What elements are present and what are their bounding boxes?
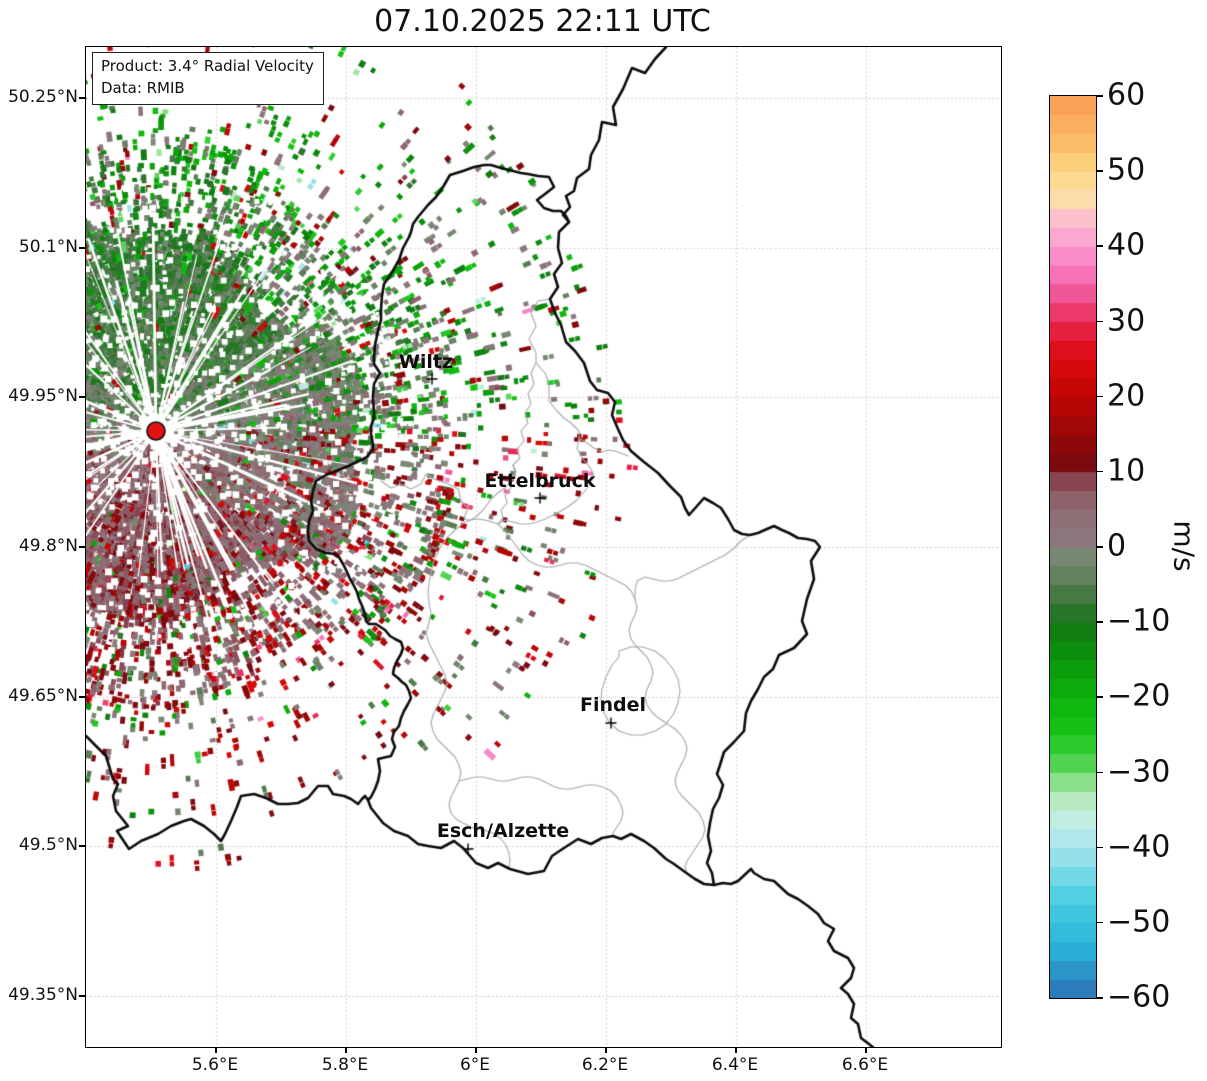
figure-title: 07.10.2025 22:11 UTC [374, 4, 711, 39]
y-axis-tick-mark [79, 696, 85, 698]
product-line: Product: 3.4° Radial Velocity [101, 57, 314, 75]
city-label-esch-alzette: Esch/Alzette [436, 820, 570, 842]
colorbar-tick-label: 30 [1107, 303, 1146, 338]
colorbar-tick-label: 60 [1107, 77, 1146, 113]
city-label-findel: Findel [579, 694, 647, 716]
y-axis-tick-label: 49.5°N [18, 835, 78, 855]
y-axis-tick-label: 49.35°N [8, 985, 78, 1005]
colorbar-canvas [1050, 96, 1096, 998]
x-axis-tick-label: 5.6°E [191, 1055, 239, 1075]
colorbar-tick-label: −60 [1107, 979, 1171, 1015]
colorbar-tick-mark [1096, 846, 1103, 849]
x-axis-tick-label: 6.6°E [841, 1055, 889, 1075]
x-axis-tick-mark [215, 1047, 217, 1053]
y-axis-tick-mark [79, 396, 85, 398]
y-axis-tick-mark [79, 247, 85, 249]
colorbar-tick-mark [1096, 546, 1103, 548]
y-axis-tick-label: 49.95°N [8, 386, 78, 406]
y-axis-tick-mark [79, 845, 85, 847]
product-info-box: Product: 3.4° Radial Velocity Data: RMIB [92, 52, 324, 105]
colorbar-tick-mark [1096, 170, 1103, 172]
y-axis-tick-label: 49.65°N [8, 686, 78, 706]
colorbar-tick-mark [1096, 395, 1103, 398]
map-canvas [86, 47, 1001, 1047]
colorbar-tick-mark [1096, 921, 1103, 924]
x-axis-tick-mark [865, 1047, 867, 1053]
y-axis-tick-label: 50.25°N [8, 87, 78, 107]
colorbar-tick-label: −40 [1107, 829, 1171, 865]
y-axis-tick-label: 49.8°N [18, 536, 78, 556]
colorbar-unit-label: m/s [1167, 520, 1201, 572]
x-axis-tick-label: 6.2°E [581, 1055, 629, 1075]
colorbar-tick-mark [1096, 696, 1103, 698]
colorbar-tick-label: −30 [1107, 754, 1171, 789]
colorbar-tick-label: 20 [1107, 378, 1146, 414]
colorbar-tick-label: −50 [1107, 904, 1171, 940]
city-label-wiltz: Wiltz [398, 351, 454, 373]
colorbar-tick-mark [1096, 997, 1103, 999]
colorbar-tick-label: 0 [1107, 528, 1127, 564]
colorbar-tick-mark [1096, 621, 1103, 623]
x-axis-tick-label: 5.8°E [321, 1055, 369, 1075]
city-label-ettelbruck: Ettelbruck [484, 470, 596, 492]
colorbar-tick-label: −10 [1107, 603, 1171, 639]
x-axis-tick-mark [345, 1047, 347, 1053]
x-axis-tick-mark [605, 1047, 607, 1053]
colorbar-tick-mark [1096, 245, 1103, 247]
colorbar-tick-mark [1096, 470, 1103, 473]
colorbar-tick-label: 50 [1107, 152, 1146, 188]
colorbar-tick-label: 40 [1107, 227, 1146, 263]
x-axis-tick-label: 6°E [459, 1055, 491, 1075]
colorbar-tick-mark [1096, 95, 1103, 97]
colorbar-tick-mark [1096, 320, 1103, 322]
colorbar [1049, 95, 1097, 999]
y-axis-tick-label: 50.1°N [18, 237, 78, 257]
map-plot: Product: 3.4° Radial Velocity Data: RMIB… [85, 46, 1002, 1048]
y-axis-tick-mark [79, 995, 85, 997]
y-axis-tick-mark [79, 546, 85, 548]
y-axis-tick-mark [79, 97, 85, 99]
x-axis-tick-label: 6.4°E [711, 1055, 759, 1075]
x-axis-tick-mark [735, 1047, 737, 1053]
data-source-line: Data: RMIB [101, 78, 185, 97]
colorbar-tick-mark [1096, 771, 1103, 773]
colorbar-tick-label: −20 [1107, 678, 1171, 714]
colorbar-tick-label: 10 [1107, 453, 1146, 489]
x-axis-tick-mark [475, 1047, 477, 1053]
